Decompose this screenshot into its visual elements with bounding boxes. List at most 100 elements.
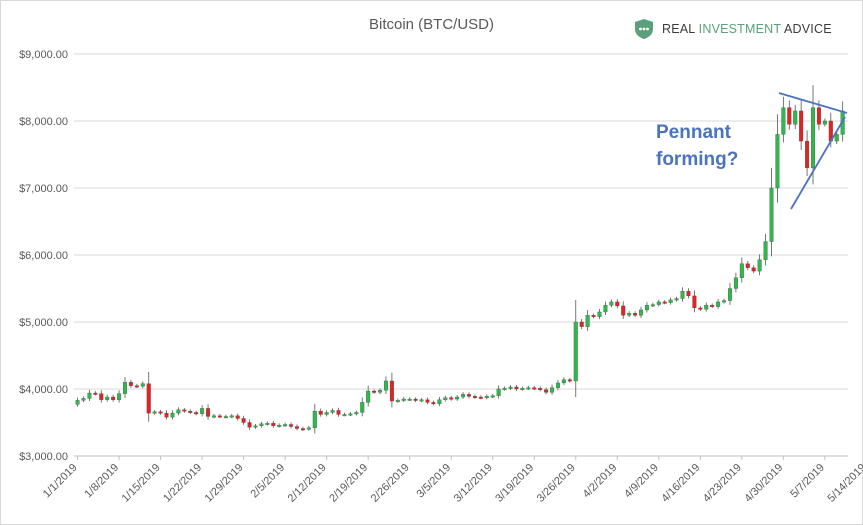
candle — [514, 384, 519, 391]
candle-body — [692, 295, 697, 309]
candle-body — [265, 423, 270, 425]
candle-body — [757, 259, 762, 272]
candle — [745, 260, 750, 271]
candle — [526, 385, 531, 391]
candle — [407, 397, 412, 401]
candle — [443, 395, 448, 402]
candle — [211, 413, 216, 419]
candle — [763, 233, 768, 266]
candle — [300, 426, 305, 431]
candle-body — [674, 298, 679, 301]
x-tick-label: 1/22/2019 — [161, 462, 204, 505]
candle-body — [128, 382, 133, 386]
x-axis: 1/1/2019 1/8/20191/15/20191/22/20191/29/2… — [41, 455, 863, 505]
candle — [295, 424, 299, 431]
candle-body — [330, 410, 335, 413]
candle — [259, 421, 264, 428]
candle — [389, 372, 394, 408]
candle-body — [739, 263, 744, 278]
candle-body — [366, 390, 371, 403]
candle-body — [81, 398, 86, 401]
pennant-trendlines — [778, 92, 848, 210]
candle-body — [484, 396, 489, 399]
candle — [312, 403, 317, 434]
candle — [372, 389, 377, 395]
candle-body — [449, 397, 454, 400]
annotation-line-2: forming? — [656, 149, 739, 170]
pennant-upper-line — [778, 92, 848, 114]
candle — [680, 287, 685, 302]
candle — [336, 407, 341, 417]
candle-body — [235, 415, 240, 419]
candle-body — [437, 399, 442, 404]
candle — [662, 300, 667, 305]
candle — [123, 376, 127, 398]
candle — [822, 118, 827, 127]
candle-body — [662, 301, 667, 304]
candle-body — [99, 393, 104, 400]
candle-body — [336, 410, 341, 415]
candle-body — [656, 301, 661, 305]
candle-body — [217, 415, 222, 418]
candle-body — [822, 120, 827, 125]
candle-body — [194, 412, 199, 415]
candle-body — [401, 398, 406, 401]
candle-body — [123, 382, 127, 394]
candle — [692, 290, 697, 313]
candle — [170, 410, 175, 420]
candle — [727, 282, 732, 305]
candle-body — [259, 423, 264, 426]
candle-body — [597, 311, 602, 317]
candle-body — [206, 408, 211, 417]
candle-body — [550, 387, 555, 393]
x-tick-label: 3/19/2019 — [493, 462, 536, 505]
candle — [354, 410, 359, 416]
candle — [366, 385, 371, 407]
x-tick-label: 4/2/2019 — [581, 462, 620, 501]
candle — [449, 395, 454, 401]
candle-body — [277, 425, 282, 427]
candle-body — [360, 402, 365, 413]
candle-body — [686, 291, 691, 297]
candle — [698, 306, 703, 311]
candle-body — [117, 393, 122, 400]
candle-body — [544, 389, 549, 393]
candle — [265, 421, 270, 426]
candle-body — [472, 396, 477, 399]
candle-body — [342, 414, 347, 417]
candle — [360, 397, 365, 417]
candle — [508, 385, 513, 391]
candle-body — [627, 313, 632, 316]
candle-body — [455, 396, 460, 400]
candle-body — [306, 427, 311, 430]
candle-body — [793, 110, 798, 125]
x-tick-label: 2/26/2019 — [369, 462, 412, 505]
candle — [710, 303, 715, 309]
candle-body — [615, 301, 620, 307]
candle-body — [502, 388, 507, 390]
candle-body — [698, 307, 703, 310]
candle — [490, 393, 495, 399]
candle-body — [372, 390, 377, 393]
candle — [716, 298, 721, 310]
candle — [241, 415, 246, 425]
candle — [573, 300, 578, 398]
candle-body — [419, 399, 424, 402]
candle-body — [668, 299, 673, 303]
candle — [146, 371, 151, 422]
candle — [437, 396, 442, 407]
logo: REAL INVESTMENT ADVICE — [634, 16, 832, 42]
candle-body — [312, 410, 317, 429]
candle — [609, 299, 614, 308]
candle — [419, 397, 424, 403]
y-tick-label: $9,000.00 — [19, 49, 68, 61]
candle — [633, 311, 638, 318]
candle-body — [799, 110, 804, 142]
candle — [579, 319, 584, 330]
candle-body — [722, 300, 727, 303]
y-tick-label: $5,000.00 — [19, 317, 68, 329]
candle-body — [644, 305, 649, 311]
candle-body — [188, 410, 193, 413]
candle — [271, 420, 276, 428]
